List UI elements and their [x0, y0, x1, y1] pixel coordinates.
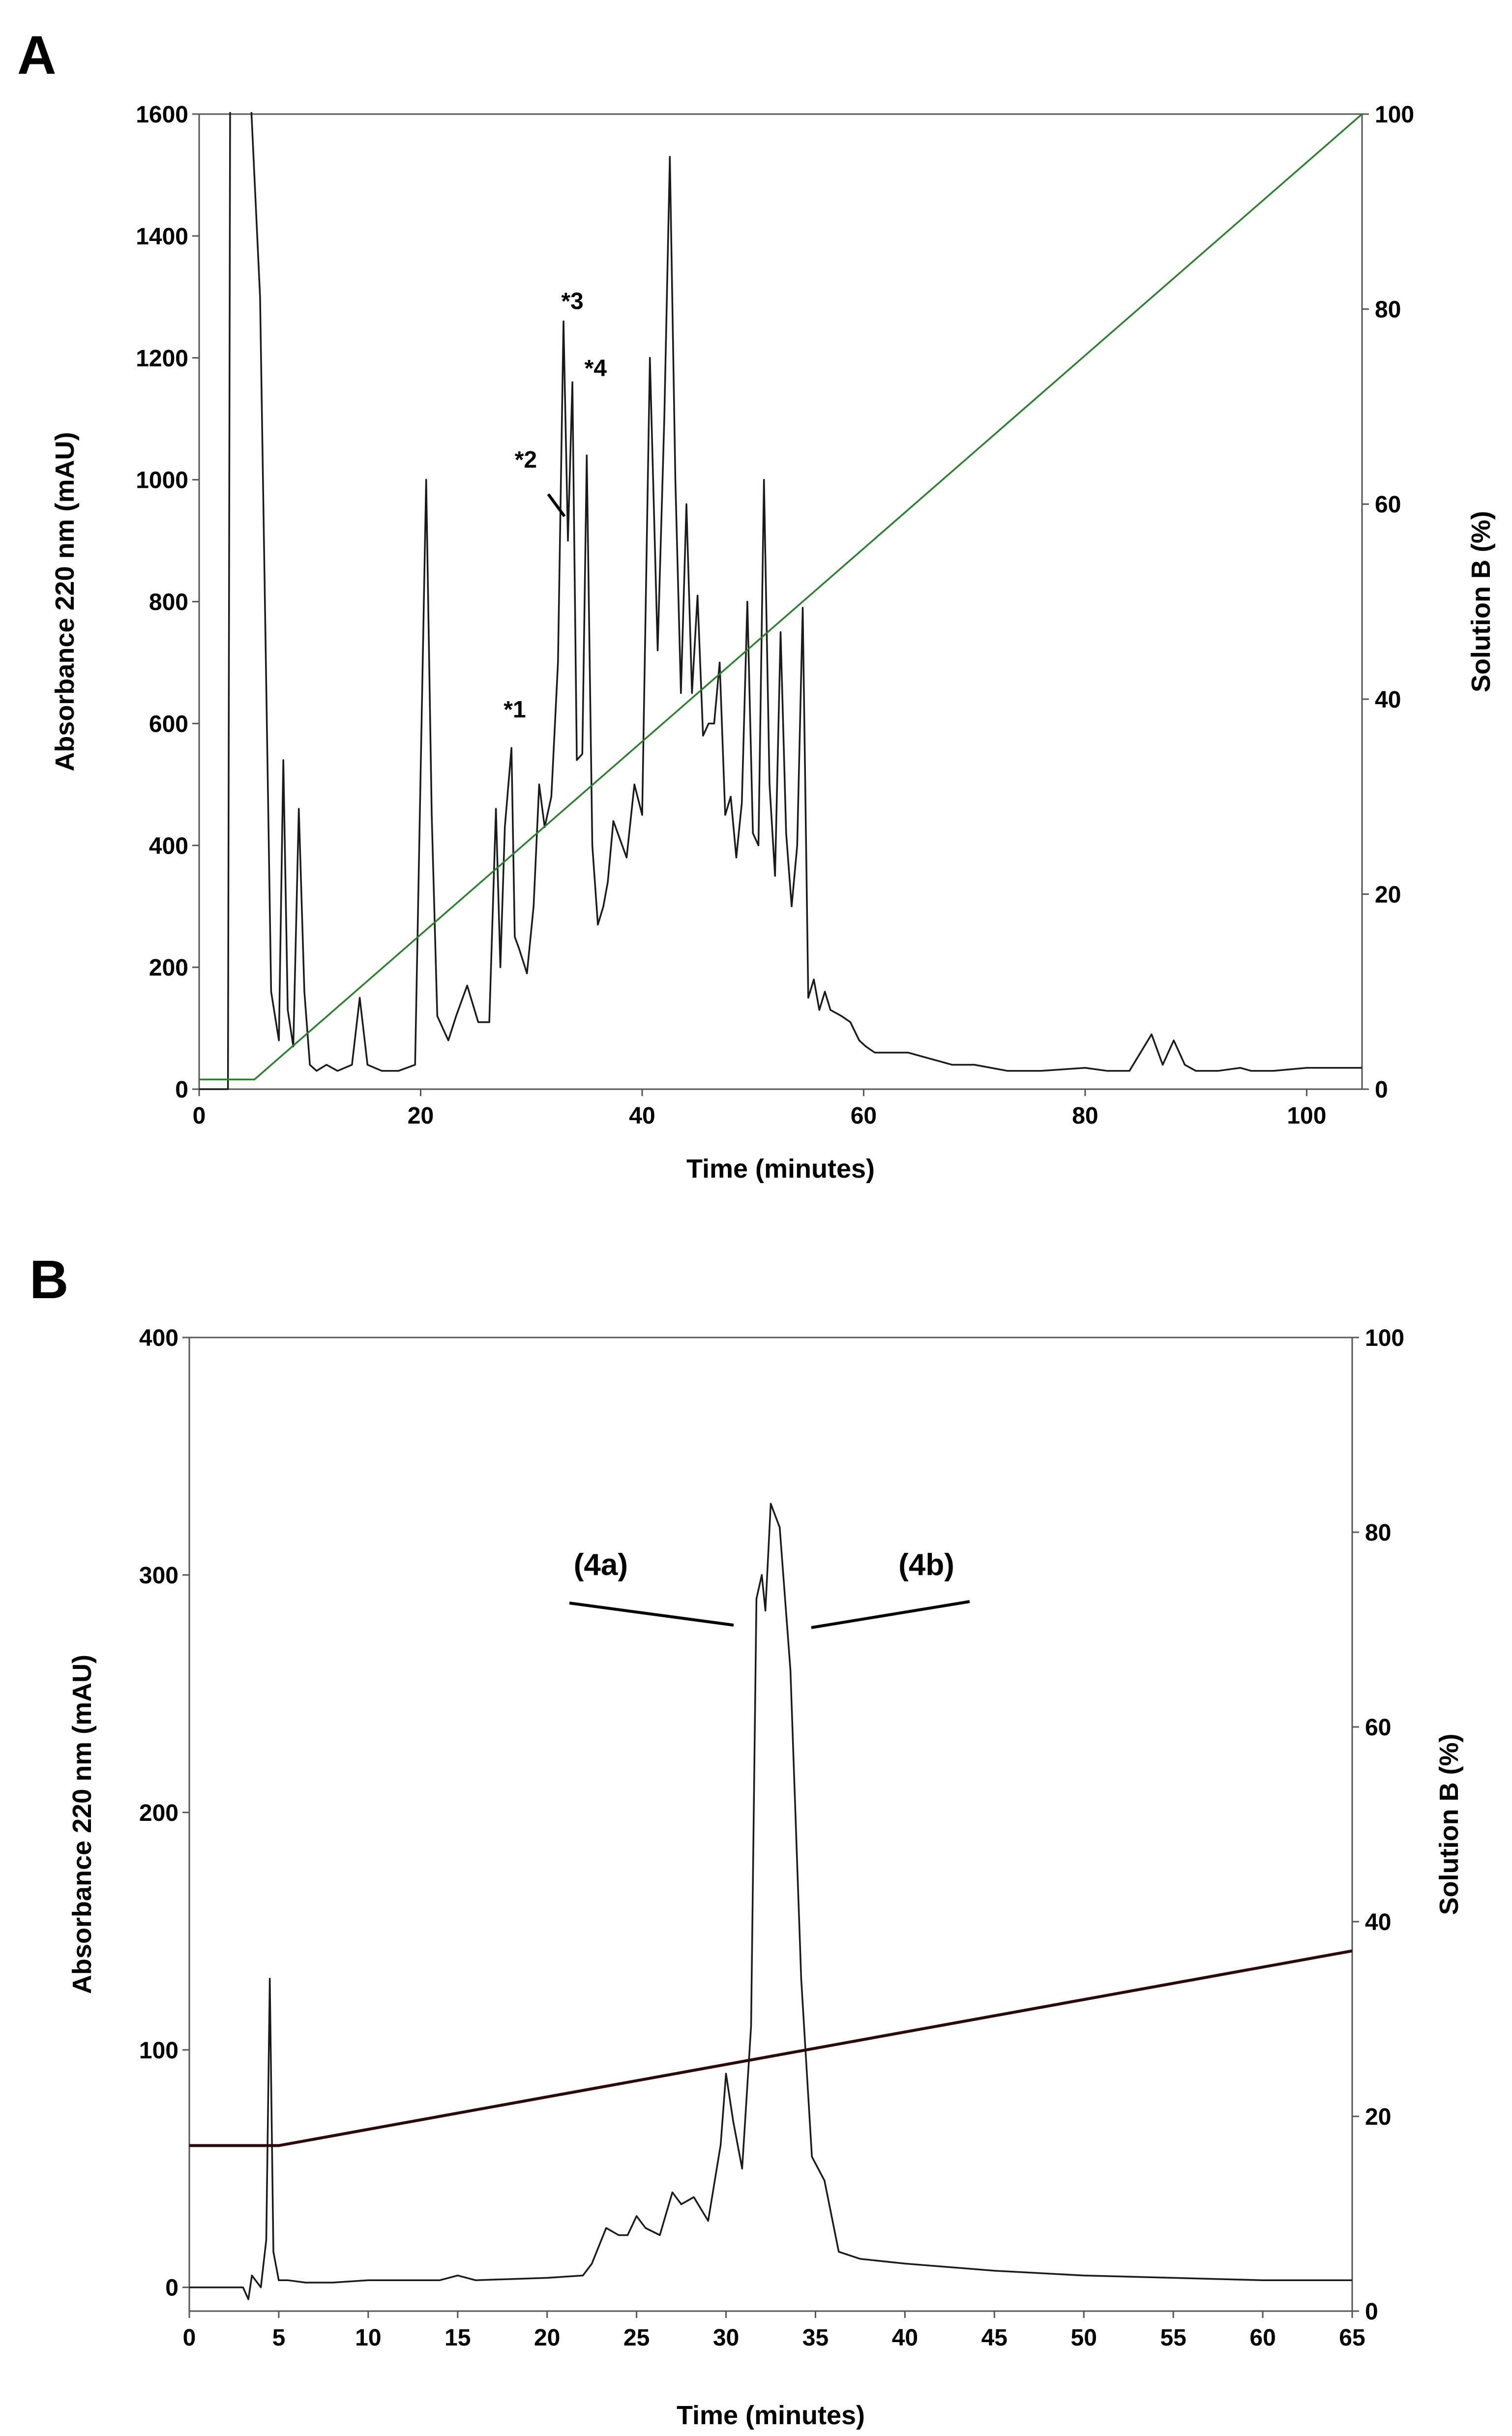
series-line-solution-b	[189, 1949, 1352, 2147]
series-line-absorbance	[189, 1503, 1352, 2300]
x-axis-title: Time (minutes)	[677, 2401, 865, 2430]
x-tick-label: 55	[1160, 2325, 1186, 2351]
panel-letter: B	[30, 1249, 68, 1310]
y-tick-label: 100	[139, 2038, 178, 2064]
y-tick-label: 600	[149, 711, 188, 737]
plot-frame	[188, 1337, 1353, 2312]
series-line-solution-b	[199, 113, 1362, 1080]
annotation-leader-line	[811, 1600, 970, 1629]
x-tick-label: 25	[623, 2325, 650, 2351]
y2-tick-label: 60	[1375, 492, 1401, 518]
y-tick-label: 1200	[136, 346, 188, 372]
y-tick-label: 1400	[136, 224, 188, 250]
x-tick-label: 40	[892, 2325, 918, 2351]
y2-tick-label: 40	[1375, 687, 1401, 713]
x-tick-label: 40	[629, 1103, 655, 1129]
x-tick-label: 10	[355, 2325, 381, 2351]
x-tick-label: 20	[408, 1103, 434, 1129]
y2-axis-title: Solution B (%)	[1466, 511, 1496, 692]
y2-tick-label: 80	[1375, 297, 1401, 323]
y-axis-title: Absorbance 220 nm (mAU)	[50, 432, 80, 771]
y2-tick-label: 0	[1375, 1077, 1388, 1103]
x-tick-label: 45	[981, 2325, 1008, 2351]
x-tick-label: 0	[183, 2325, 196, 2351]
annotation-leader-line	[569, 1602, 734, 1627]
y2-tick-label: 80	[1365, 1520, 1391, 1546]
y2-tick-label: 0	[1365, 2299, 1378, 2325]
x-tick-label: 30	[713, 2325, 739, 2351]
y2-tick-label: 40	[1365, 1909, 1391, 1935]
x-tick-label: 50	[1071, 2325, 1097, 2351]
x-axis-title: Time (minutes)	[686, 1154, 875, 1184]
y-tick-label: 0	[165, 2275, 178, 2301]
panel-b: B0 5 10 15 20 25 30 35 40 45 50 55 60 650100200300400…	[30, 1249, 1464, 2430]
x-tick-label: 100	[1287, 1103, 1326, 1129]
y-tick-label: 1000	[136, 468, 188, 494]
y-tick-label: 200	[139, 1800, 178, 1826]
y-tick-label: 400	[149, 833, 188, 859]
y-tick-label: 1600	[136, 102, 188, 128]
x-tick-label: 0	[193, 1103, 206, 1129]
y2-tick-label: 100	[1365, 1325, 1404, 1351]
y-tick-label: 200	[149, 955, 188, 981]
y2-axis-title: Solution B (%)	[1434, 1734, 1464, 1915]
peak-annotation: *4	[585, 356, 607, 382]
peak-annotation: *3	[561, 289, 583, 315]
y-axis-title: Absorbance 220 nm (mAU)	[67, 1655, 97, 1994]
peak-annotation: (4a)	[574, 1548, 628, 1582]
x-tick-label: 15	[445, 2325, 471, 2351]
y-tick-label: 800	[149, 590, 188, 616]
y2-tick-label: 20	[1365, 2104, 1391, 2130]
panel-letter: A	[17, 25, 56, 86]
panel-a: A0 20 40 60 80 100020040060080010001200140016…	[17, 25, 1496, 1184]
peak-annotation: *1	[504, 697, 526, 723]
peak-annotation: *2	[515, 447, 537, 473]
x-tick-label: 65	[1339, 2325, 1365, 2351]
series-line-absorbance	[199, 112, 1362, 1090]
y-tick-label: 400	[139, 1325, 178, 1351]
y-tick-label: 300	[139, 1563, 178, 1589]
annotation-leader-line	[547, 493, 566, 517]
y2-tick-label: 100	[1375, 102, 1414, 128]
x-tick-label: 60	[851, 1103, 877, 1129]
x-tick-label: 60	[1249, 2325, 1275, 2351]
x-tick-label: 5	[272, 2325, 286, 2351]
y2-tick-label: 60	[1365, 1715, 1391, 1741]
x-tick-label: 35	[802, 2325, 829, 2351]
y2-tick-label: 20	[1375, 882, 1401, 908]
y-tick-label: 0	[175, 1077, 188, 1103]
x-tick-label: 80	[1072, 1103, 1098, 1129]
peak-annotation: (4b)	[898, 1548, 954, 1582]
x-tick-label: 20	[534, 2325, 560, 2351]
